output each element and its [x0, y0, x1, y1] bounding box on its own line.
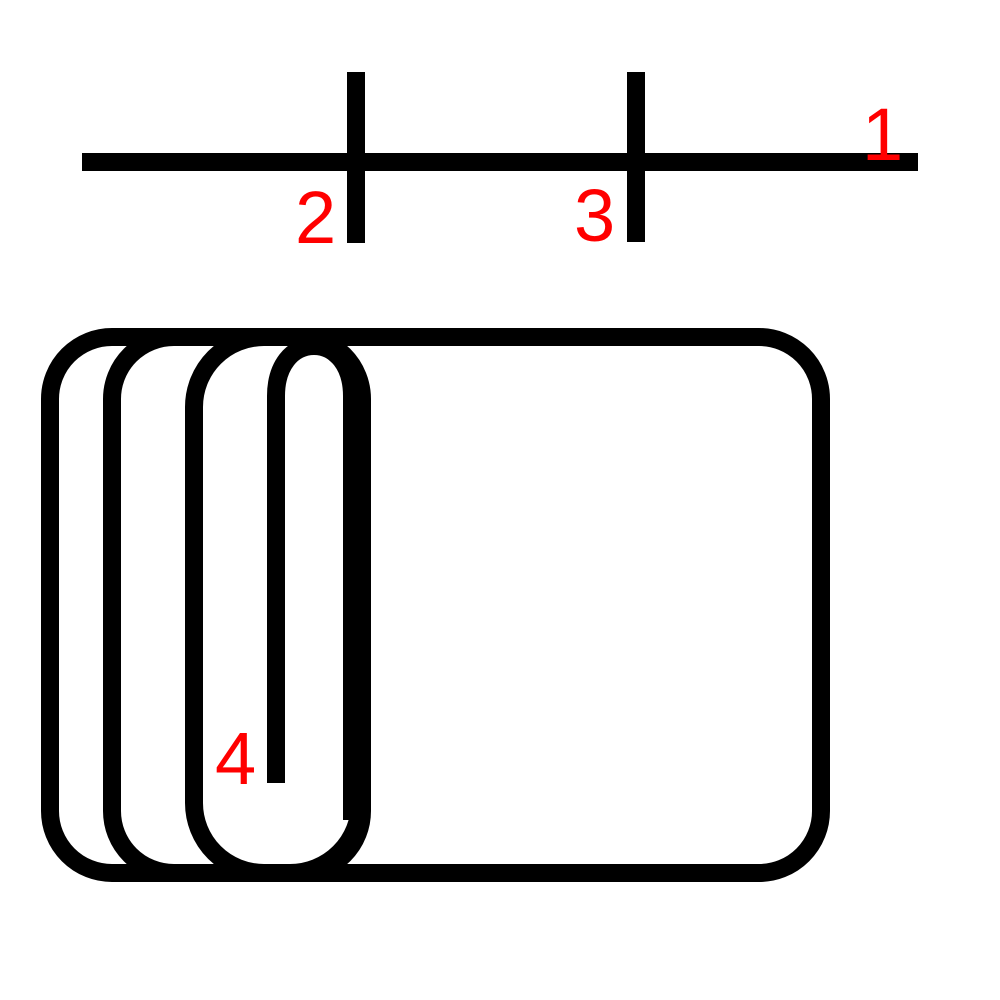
nested-shapes-group: [41, 328, 830, 882]
label-4: 4: [215, 717, 256, 800]
outer-rounded-rect: [41, 328, 830, 882]
label-3: 3: [574, 174, 615, 257]
top-line-group: [82, 72, 918, 243]
inner-arch-line: [267, 337, 361, 820]
label-2: 2: [295, 176, 336, 259]
label-1: 1: [862, 93, 903, 176]
